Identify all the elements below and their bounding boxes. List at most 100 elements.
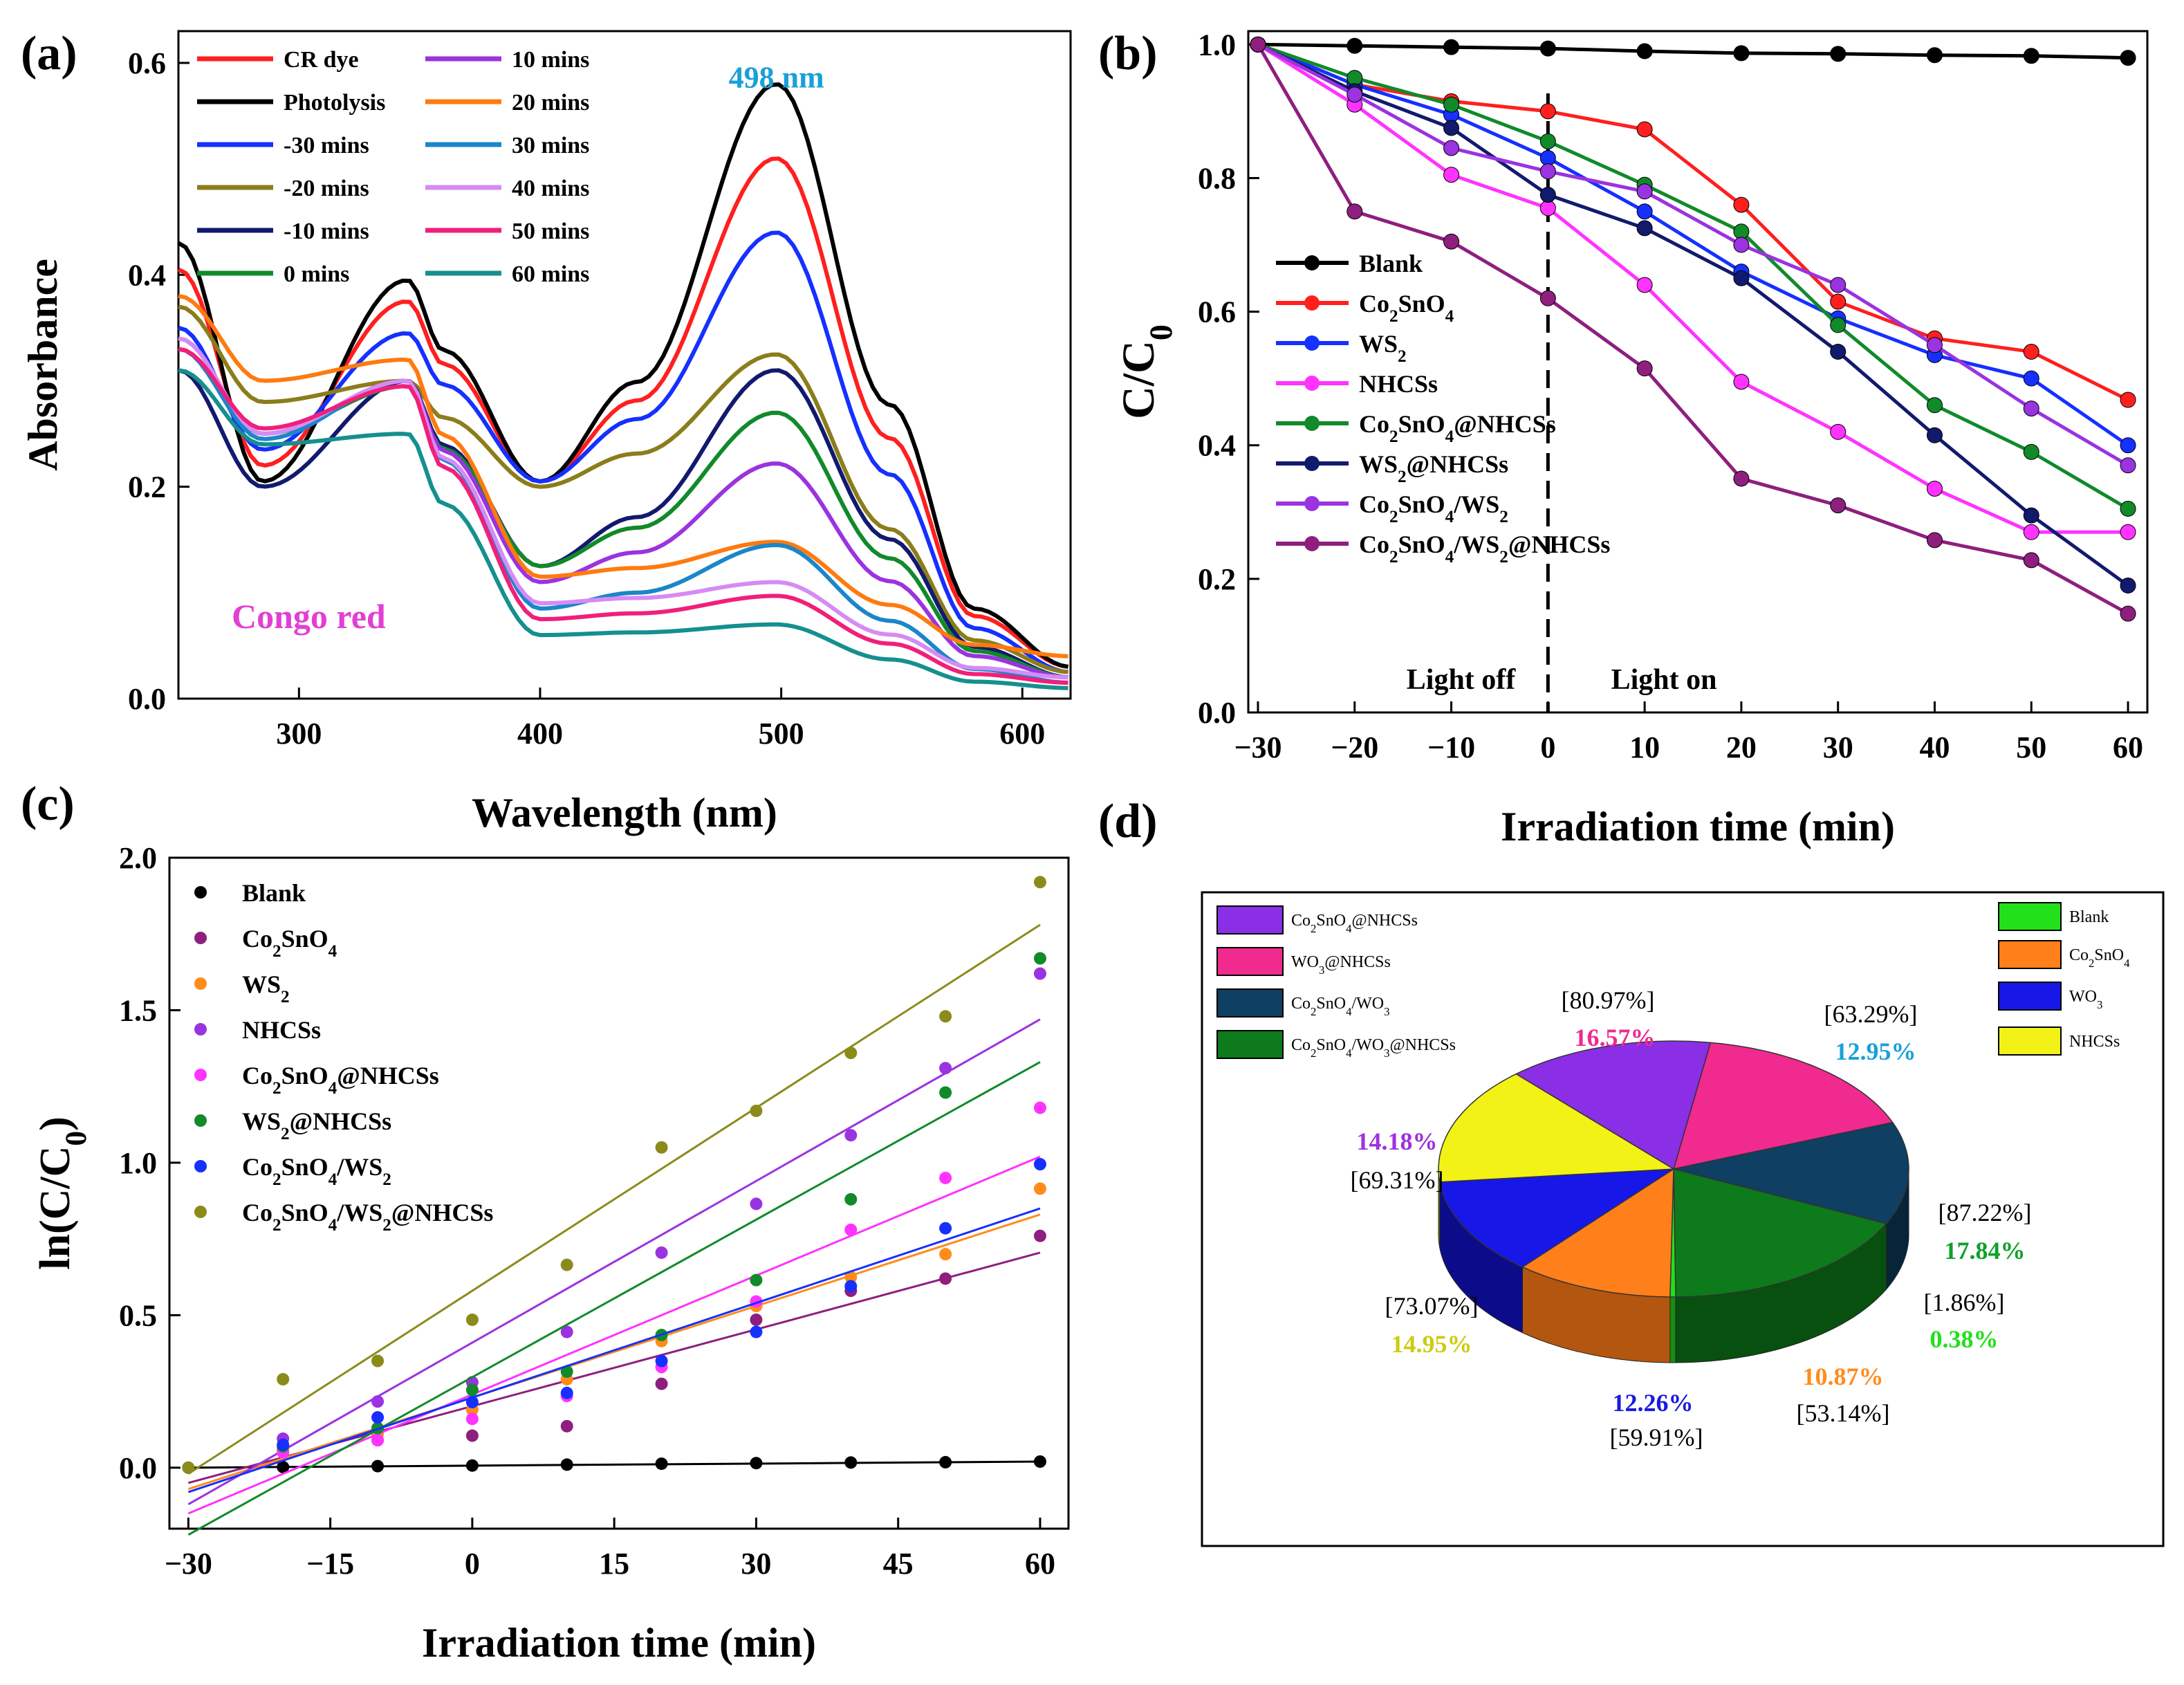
panel-b-legend-label: WS2	[1359, 330, 1407, 366]
panel-b-data-point	[1539, 200, 1556, 217]
panel-c-legend-marker	[194, 1114, 207, 1127]
panel-c-data-point	[939, 1272, 952, 1285]
panel-b-legend-label: Co2SnO4/WS2@NHCSs	[1359, 531, 1610, 567]
panel-b-data-point	[2120, 437, 2136, 454]
panel-c-data-point	[939, 1248, 952, 1261]
panel-b-data-point	[1636, 360, 1653, 377]
panel-d-legend-swatch	[1998, 940, 2062, 969]
panel-c-data-point	[560, 1365, 573, 1378]
panel-d-slice-5	[1438, 1168, 1676, 1268]
panel-a-ytick-label: 0.4	[128, 258, 166, 292]
panel-c-xtick-label: 60	[1025, 1547, 1055, 1581]
panel-c-data-point	[182, 1461, 195, 1474]
panel-b-data-point	[1539, 149, 1556, 166]
panel-b-data-point	[1926, 397, 1943, 414]
panel-a-legend-label: -20 mins	[284, 176, 369, 201]
panel-d-slice-1	[1673, 1121, 1909, 1224]
panel-d-legend-label: Co2SnO4/WO3@NHCSs	[1291, 1036, 1456, 1060]
panel-c-data-point	[750, 1197, 763, 1210]
panel-b-data-point	[1636, 183, 1653, 200]
panel-b-data-point	[2120, 605, 2136, 622]
panel-a-ytick-label: 0.6	[128, 46, 166, 80]
panel-b-data-point	[2120, 578, 2136, 594]
panel-b-xtick-label: 30	[1823, 730, 1853, 764]
panel-c-legend-label: Co2SnO4/WS2	[242, 1153, 391, 1189]
panel-b-xtick-label: 50	[2016, 730, 2046, 764]
panel-b-data-point	[1443, 140, 1460, 156]
panel-a-legend-label: 40 mins	[512, 176, 589, 201]
panel-d-slice-bracket-label: [80.97%]	[1562, 986, 1655, 1014]
panel-c-legend-label: WS2	[242, 970, 290, 1006]
panel-b-data-point	[1830, 344, 1847, 360]
panel-c-fit-line-0	[188, 1460, 1040, 1469]
panel-a-peak-annotation: 498 nm	[729, 60, 824, 94]
panel-b-data-point	[1539, 290, 1556, 306]
panel-a-congo-red-annotation: Congo red	[232, 597, 386, 636]
panel-a-ytick-label: 0.0	[128, 682, 166, 716]
panel-b-light-on-label: Light on	[1611, 664, 1717, 696]
panel-d-slice-percent-label: 10.87%	[1803, 1363, 1884, 1390]
panel-c-legend-label: Co2SnO4	[242, 925, 337, 961]
panel-d-slice-bracket-label: [73.07%]	[1385, 1292, 1479, 1320]
panel-b-data-point	[1539, 103, 1556, 120]
panel-b-data-point	[1636, 277, 1653, 293]
panel-d-legend-label: WO3@NHCSs	[1291, 953, 1391, 977]
panel-c-data-point	[371, 1354, 385, 1368]
panel-b-data-point	[1926, 532, 1943, 549]
panel-c-data-point	[1033, 967, 1046, 980]
panel-b-series-line-5	[1257, 43, 2129, 587]
panel-c-data-point	[750, 1104, 763, 1117]
panel-b-data-point	[1539, 133, 1556, 149]
panel-b-legend-label: WS2@NHCSs	[1359, 450, 1508, 486]
panel-c-data-point	[465, 1459, 479, 1472]
panel-c-data-point	[465, 1313, 479, 1326]
panel-c-data-point	[939, 1455, 952, 1468]
panel-c-data-point	[939, 1086, 952, 1099]
panel-a-xtick-label: 500	[759, 717, 804, 751]
panel-c-fit-line-7	[187, 923, 1041, 1475]
panel-b-data-point	[1830, 497, 1847, 514]
panel-a-series-line-8	[178, 347, 1068, 685]
panel-c-y-axis-title: ln(C/C0)	[32, 1116, 93, 1270]
panel-a-legend-label: -30 mins	[284, 133, 369, 158]
panel-b-data-point	[2120, 457, 2136, 474]
panel-a-xtick-label: 300	[276, 717, 322, 751]
panel-a-legend-label: 10 mins	[512, 47, 589, 73]
panel-a-xtick-label: 600	[999, 717, 1045, 751]
panel-c-data-point	[655, 1457, 668, 1471]
panel-d-letter: (d)	[1098, 795, 1158, 848]
panel-c-data-point	[1033, 952, 1046, 965]
panel-c-data-point	[1033, 876, 1046, 889]
panel-b-data-point	[1539, 187, 1556, 203]
panel-d-slice-7	[1515, 1040, 1712, 1170]
panel-b-legend-label: Co2SnO4@NHCSs	[1359, 410, 1556, 446]
panel-c-data-point	[939, 1010, 952, 1023]
panel-c-fit-line-3	[187, 1018, 1041, 1506]
panel-c-data-point	[844, 1193, 858, 1206]
panel-a-x-axis-title: Wavelength (nm)	[472, 790, 777, 836]
panel-c-data-point	[844, 1456, 858, 1469]
panel-c-xtick-label: −15	[306, 1547, 354, 1581]
panel-b-data-point	[1347, 70, 1363, 86]
panel-b-data-point	[1926, 427, 1943, 443]
panel-d-slice-side-3	[1669, 1296, 1676, 1363]
panel-d-slice-bracket-label: [69.31%]	[1351, 1166, 1444, 1194]
panel-c-data-point	[371, 1460, 385, 1473]
panel-d-legend-swatch	[1216, 988, 1284, 1018]
panel-c-legend-label: Co2SnO4@NHCSs	[242, 1062, 439, 1098]
panel-c-legend-marker	[194, 1069, 207, 1081]
panel-b-x-axis-title: Irradiation time (min)	[1501, 804, 1895, 849]
panel-b-legend-label: Co2SnO4	[1359, 290, 1454, 326]
panel-c-kinetic-plot: −30 −15 0 15 30 45 60 0.0 0.5 1.0 1.5 2.0 Irradiatio…	[32, 841, 1070, 1666]
panel-d-slice-bracket-label: [53.14%]	[1797, 1399, 1890, 1427]
panel-b-data-point	[1250, 36, 1266, 53]
panel-d-legend-label: NHCSs	[2069, 1033, 2120, 1051]
panel-a-legend-label: 30 mins	[512, 133, 589, 158]
panel-b-data-point	[1733, 45, 1750, 62]
panel-b-xtick-label: 10	[1629, 730, 1660, 764]
panel-c-x-axis-title: Irradiation time (min)	[422, 1620, 816, 1666]
panel-c-data-point	[277, 1460, 290, 1473]
panel-c-legend-marker	[194, 1206, 207, 1218]
panel-c-data-point	[277, 1438, 290, 1451]
